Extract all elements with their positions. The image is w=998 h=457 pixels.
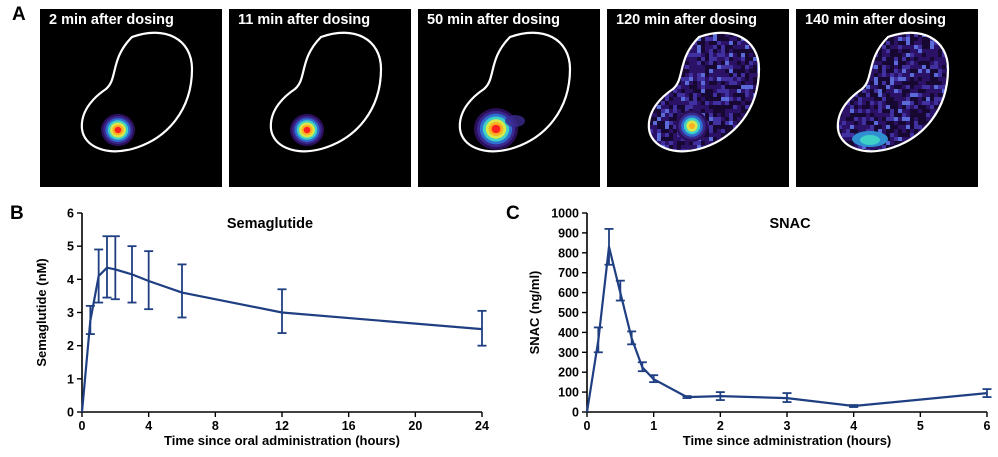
- panel-label-b: B: [10, 203, 24, 224]
- semaglutide-x-tick-label: 16: [342, 419, 356, 433]
- semaglutide-y-tick-label: 5: [67, 240, 74, 254]
- semaglutide-y-tick-label: 3: [67, 306, 74, 320]
- snac-x-tick-label: 2: [717, 419, 724, 433]
- scan-graphic-1: [80, 31, 194, 153]
- snac-y-tick-label: 300: [558, 346, 579, 360]
- snac-x-tick-label: 4: [850, 419, 857, 433]
- scan-image-3: 50 min after dosing: [418, 9, 600, 187]
- scan-signal-3: [474, 108, 525, 150]
- scan-caption-1: 2 min after dosing: [49, 12, 174, 28]
- scan-caption-4: 120 min after dosing: [616, 12, 758, 28]
- scan-graphic-3: [458, 31, 572, 153]
- scan-caption-2: 11 min after dosing: [238, 12, 371, 28]
- semaglutide-x-tick-label: 20: [408, 419, 422, 433]
- snac-x-tick-label: 3: [784, 419, 791, 433]
- scan-signal-4: [648, 32, 759, 152]
- semaglutide-error-bar: [277, 288, 287, 334]
- scan-graphic-2: [269, 31, 383, 153]
- snac-error-bar: [982, 388, 992, 398]
- semaglutide-y-tick-label: 2: [67, 339, 74, 353]
- snac-y-tick-label: 900: [558, 226, 579, 240]
- semaglutide-y-tick-label: 6: [67, 207, 74, 221]
- snac-y-tick-label: 700: [558, 266, 579, 280]
- stomach-outline-3: [458, 31, 572, 153]
- snac-x-tick-label: 0: [584, 419, 591, 433]
- snac-x-axis-title: Time since administration (hours): [683, 433, 892, 448]
- semaglutide-series-line: [80, 266, 483, 413]
- scan-caption-3: 50 min after dosing: [427, 12, 560, 28]
- snac-title: SNAC: [769, 216, 811, 232]
- panel-label-a: A: [12, 4, 26, 25]
- scan-image-1: 2 min after dosing: [40, 9, 222, 187]
- semaglutide-x-tick-label: 24: [475, 419, 489, 433]
- scan-signal-2: [290, 113, 324, 147]
- semaglutide-x-tick-label: 4: [145, 419, 152, 433]
- stomach-outline-5: [836, 31, 950, 153]
- snac-y-tick-label: 1000: [551, 207, 579, 221]
- semaglutide-title: Semaglutide: [227, 216, 313, 232]
- stomach-outline-1: [80, 31, 194, 153]
- semaglutide-error-bar: [177, 263, 187, 319]
- scan-image-5: 140 min after dosing: [796, 9, 978, 187]
- scan-image-2: 11 min after dosing: [229, 9, 411, 187]
- snac-y-tick-label: 600: [558, 286, 579, 300]
- snac-series-line: [585, 245, 988, 413]
- semaglutide-y-tick-label: 0: [67, 406, 74, 420]
- snac-x-tick-label: 6: [984, 419, 991, 433]
- snac-x-tick-label: 5: [917, 419, 924, 433]
- semaglutide-x-tick-label: 12: [275, 419, 289, 433]
- scan-graphic-5: [836, 31, 950, 153]
- snac-y-tick-label: 200: [558, 366, 579, 380]
- semaglutide-x-tick-label: 0: [79, 419, 86, 433]
- semaglutide-error-bar: [110, 235, 120, 301]
- scan-image-4: 120 min after dosing: [607, 9, 789, 187]
- panel-label-c: C: [506, 203, 520, 224]
- semaglutide-y-tick-label: 4: [67, 273, 74, 287]
- snac-x-tick-label: 1: [650, 419, 657, 433]
- snac-y-tick-label: 100: [558, 386, 579, 400]
- semaglutide-x-axis-title: Time since oral administration (hours): [164, 433, 400, 448]
- scan-signal-5: [837, 32, 948, 152]
- snac-y-tick-label: 400: [558, 326, 579, 340]
- stomach-outline-4: [647, 31, 761, 153]
- snac-y-tick-label: 800: [558, 246, 579, 260]
- stomach-outline-2: [269, 31, 383, 153]
- snac-y-tick-label: 500: [558, 306, 579, 320]
- scan-graphic-4: [647, 31, 761, 153]
- scan-signal-1: [101, 113, 135, 147]
- semaglutide-x-tick-label: 8: [212, 419, 219, 433]
- scan-caption-5: 140 min after dosing: [805, 12, 947, 28]
- snac-y-tick-label: 0: [572, 406, 579, 420]
- semaglutide-y-tick-label: 1: [67, 372, 74, 386]
- snac-y-axis-title: SNAC (ng/ml): [527, 271, 542, 355]
- snac-chart: 0 100 200 300 400 500 600 700 800 900 1000 0 1 2 3 4 5 6 S…: [527, 207, 992, 448]
- semaglutide-y-axis-title: Semaglutide (nM): [34, 258, 49, 366]
